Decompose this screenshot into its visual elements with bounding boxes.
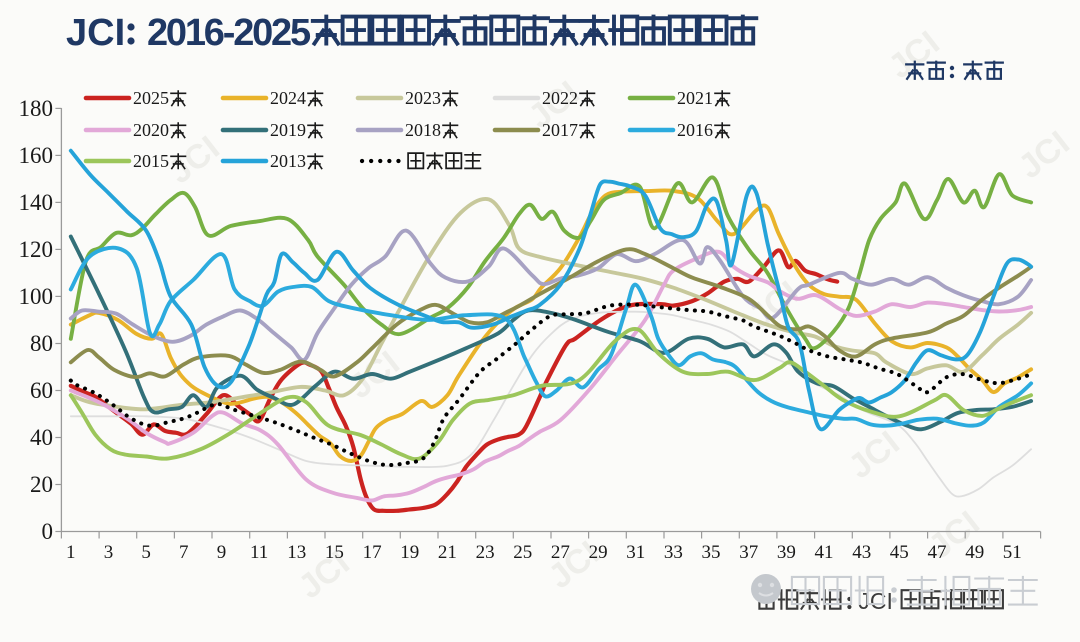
svg-text:45: 45 (890, 542, 909, 563)
svg-text:100: 100 (19, 284, 54, 309)
svg-text:51: 51 (1003, 542, 1022, 563)
svg-text:11: 11 (250, 542, 268, 563)
svg-text:2024: 2024 (270, 88, 306, 108)
svg-text:35: 35 (702, 542, 721, 563)
svg-text:49: 49 (965, 542, 984, 563)
svg-text:47: 47 (928, 542, 947, 563)
svg-text:27: 27 (551, 542, 570, 563)
svg-text:2015: 2015 (133, 151, 169, 171)
svg-text:140: 140 (19, 190, 54, 215)
svg-text:2020: 2020 (133, 120, 169, 140)
svg-text:7: 7 (179, 542, 189, 563)
svg-text:JCI: JCI (66, 12, 125, 54)
svg-text:0: 0 (42, 519, 54, 544)
svg-text:33: 33 (664, 542, 683, 563)
svg-text:5: 5 (141, 542, 151, 563)
svg-text:2018: 2018 (405, 120, 441, 140)
svg-text:2021: 2021 (677, 88, 713, 108)
svg-text:13: 13 (287, 542, 306, 563)
svg-text:2016: 2016 (677, 120, 713, 140)
svg-text:43: 43 (852, 542, 871, 563)
svg-text:1: 1 (66, 542, 76, 563)
svg-text:31: 31 (626, 542, 645, 563)
svg-text:21: 21 (438, 542, 457, 563)
svg-text:39: 39 (777, 542, 796, 563)
svg-text:3: 3 (104, 542, 114, 563)
svg-text:40: 40 (30, 425, 53, 450)
svg-text:23: 23 (476, 542, 495, 563)
svg-text:37: 37 (739, 542, 758, 563)
svg-text:9: 9 (217, 542, 227, 563)
svg-text:2013: 2013 (270, 151, 306, 171)
svg-text:80: 80 (30, 331, 53, 356)
svg-text:60: 60 (30, 378, 53, 403)
svg-text:29: 29 (589, 542, 608, 563)
svg-text:120: 120 (19, 237, 54, 262)
svg-text:25: 25 (513, 542, 532, 563)
svg-text:2023: 2023 (405, 88, 441, 108)
svg-text:19: 19 (400, 542, 419, 563)
svg-text:20: 20 (30, 472, 53, 497)
svg-text:2022: 2022 (542, 88, 578, 108)
svg-text:180: 180 (19, 96, 54, 121)
svg-text:2019: 2019 (270, 120, 306, 140)
svg-text:2017: 2017 (542, 120, 578, 140)
svg-text:2016-2025: 2016-2025 (147, 12, 311, 54)
svg-text:160: 160 (19, 143, 54, 168)
svg-text:15: 15 (325, 542, 344, 563)
svg-text:41: 41 (815, 542, 834, 563)
svg-text:JCI: JCI (858, 588, 893, 614)
svg-text:17: 17 (363, 542, 382, 563)
svg-text:2025: 2025 (133, 88, 169, 108)
